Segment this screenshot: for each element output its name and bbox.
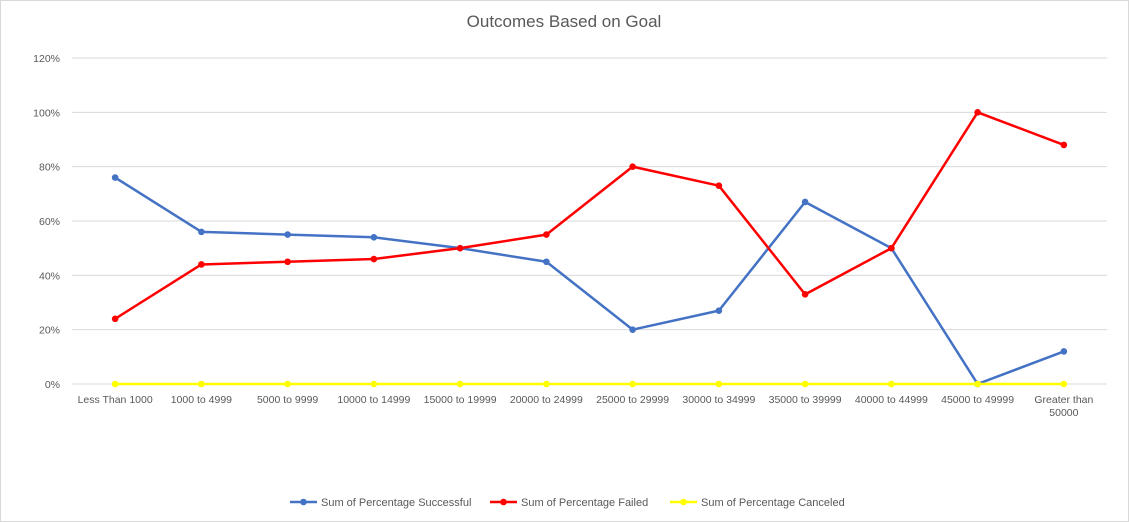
data-point [370,255,378,263]
series-line [114,176,1065,386]
legend-marker [680,498,687,506]
legend-item: Sum of Percentage Canceled [670,497,845,509]
legend-item: Sum of Percentage Successful [290,497,471,509]
series-line [114,111,1065,320]
data-point [456,380,464,388]
y-axis-ticks: 0% 20% 40% 60% 80% 100% 120% [33,53,60,391]
x-tick-label: 1000 to 4999 [171,394,232,406]
data-point [888,380,895,388]
data-point [370,234,378,241]
y-tick-label: 80% [39,162,60,174]
data-point [715,380,723,388]
y-tick-label: 60% [39,216,60,228]
data-point [111,174,119,181]
x-tick-label: 15000 to 19999 [424,394,497,406]
series-group [111,109,1068,388]
y-tick-label: 100% [33,107,60,119]
data-point [1060,141,1068,149]
legend-marker [300,498,307,506]
data-point [801,198,809,206]
data-point [974,109,981,116]
x-tick-label: 45000 to 49999 [941,394,1014,406]
x-tick-label: 25000 to 29999 [596,394,669,406]
data-point [629,326,636,333]
x-tick-label: 30000 to 34999 [682,394,755,406]
data-point [370,380,378,388]
data-point [543,231,550,238]
legend-label: Sum of Percentage Failed [521,497,648,509]
x-tick-label: 5000 to 9999 [257,394,318,406]
data-point [888,244,895,252]
legend-label: Sum of Percentage Successful [321,497,471,509]
data-point [284,380,291,388]
x-tick-label: Greater than 50000 [1034,394,1093,419]
data-point [974,380,981,388]
chart-title: Outcomes Based on Goal [467,12,662,31]
y-tick-label: 0% [45,379,60,391]
legend-label: Sum of Percentage Canceled [701,497,845,509]
x-tick-label: 35000 to 39999 [769,394,842,406]
data-point [543,258,550,266]
data-point [198,380,205,388]
data-point [801,291,809,298]
data-point [629,163,636,170]
data-point [456,244,464,252]
data-point [801,380,809,388]
data-point [111,380,119,388]
legend: Sum of Percentage Successful Sum of Perce… [290,497,845,509]
data-point [1060,380,1068,388]
x-tick-label: 20000 to 24999 [510,394,583,406]
data-point [629,380,636,388]
gridlines [72,57,1107,385]
series-2 [111,109,1068,323]
y-tick-label: 120% [33,53,60,65]
x-tick-label: 10000 to 14999 [337,394,410,406]
data-point [198,228,205,236]
x-axis-ticks: Less Than 1000 1000 to 4999 5000 to 9999 10… [78,394,1094,419]
y-tick-label: 40% [39,270,60,282]
data-point [543,380,550,388]
y-tick-label: 20% [39,325,60,337]
data-point [715,182,723,189]
data-point [111,315,119,323]
data-point [198,261,205,268]
data-point [1060,348,1068,355]
legend-marker [500,498,507,506]
series-1 [111,174,1068,388]
data-point [715,307,723,314]
data-point [284,258,291,266]
x-tick-label: Less Than 1000 [78,394,153,406]
legend-item: Sum of Percentage Failed [490,497,648,509]
data-point [284,231,291,238]
x-tick-label: 40000 to 44999 [855,394,928,406]
series-3 [111,380,1068,388]
